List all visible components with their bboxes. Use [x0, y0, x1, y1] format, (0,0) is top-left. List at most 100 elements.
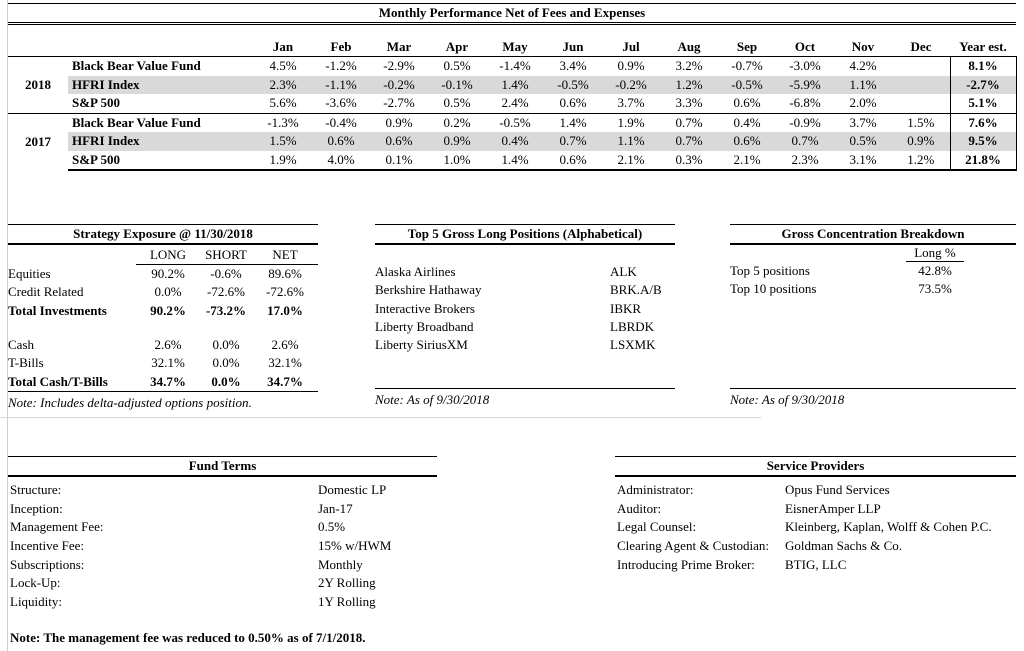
cell: 3.3%	[660, 94, 718, 114]
concentration-header-row: Long %	[730, 245, 1016, 262]
spacer-row	[8, 320, 318, 336]
management-fee-footnote: Note: The management fee was reduced to …	[10, 630, 366, 645]
cell: 0.0%	[212, 355, 240, 371]
cell: 0.7%	[675, 114, 703, 130]
position-name: Berkshire Hathaway	[375, 282, 482, 298]
series-label: Black Bear Value Fund	[72, 114, 201, 130]
list-item: Legal Counsel: Kleinberg, Kaplan, Wolff …	[615, 518, 1016, 537]
cell: -0.6%	[210, 266, 242, 282]
list-item: Liquidity: 1Y Rolling	[8, 593, 437, 612]
cell: 0.3%	[660, 150, 718, 171]
cell: 0.6%	[544, 150, 602, 171]
year-est-header: Year est.	[950, 37, 1016, 57]
list-item: Lock-Up: 2Y Rolling	[8, 574, 437, 593]
cell: 0.6%	[718, 132, 776, 151]
cell: 0.6%	[370, 132, 428, 151]
cell: -72.6%	[207, 284, 245, 300]
cell: 1.4%	[486, 75, 544, 94]
cell: -3.0%	[789, 58, 821, 74]
row-label: Top 5 positions	[730, 263, 810, 278]
provider-label: Legal Counsel:	[617, 519, 697, 535]
list-item: Interactive Brokers IBKR	[375, 300, 675, 318]
term-label: Lock-Up:	[10, 575, 61, 591]
provider-value: Opus Fund Services	[785, 482, 890, 497]
cell: 2.1%	[718, 150, 776, 171]
row-label: Equities	[8, 265, 51, 281]
cell: 0.5%	[428, 94, 486, 114]
month-header: Oct	[776, 37, 834, 57]
series-label: HFRI Index	[68, 132, 254, 151]
empty-header-cell	[8, 245, 136, 265]
cell: 34.7%	[252, 372, 318, 392]
cell: 0.6%	[312, 132, 370, 151]
position-name: Interactive Brokers	[375, 300, 475, 316]
cell: 0.9%	[892, 132, 950, 151]
cell: 2.3%	[776, 150, 834, 171]
month-header: Sep	[718, 37, 776, 57]
concentration-title: Gross Concentration Breakdown	[730, 224, 1016, 245]
term-label: Incentive Fee:	[10, 538, 84, 554]
cell: 0.9%	[385, 114, 413, 130]
column-header-net: NET	[252, 245, 318, 265]
cell: -1.2%	[325, 58, 357, 74]
cell: 0.6%	[544, 94, 602, 114]
list-item: Alaska Airlines ALK	[375, 263, 675, 281]
row-label: T-Bills	[8, 355, 44, 371]
table-row: T-Bills 32.1% 0.0% 32.1%	[8, 354, 318, 372]
position-ticker: LBRDK	[610, 318, 655, 334]
cell: 32.1%	[151, 355, 185, 371]
year-est-cell: 7.6%	[949, 113, 1017, 132]
cell: 32.1%	[268, 355, 302, 371]
table-row: Top 5 positions 42.8%	[730, 262, 1016, 280]
fund-terms-list: Structure: Domestic LP Inception: Jan-17…	[8, 481, 437, 612]
concentration-note: Note: As of 9/30/2018	[730, 392, 845, 407]
list-item: Subscriptions: Monthly	[8, 556, 437, 575]
cell: 2.0%	[834, 94, 892, 114]
cell: 0.9%	[428, 132, 486, 151]
provider-value: Kleinberg, Kaplan, Wolff & Cohen P.C.	[785, 519, 992, 535]
month-header: Jul	[602, 37, 660, 57]
list-item: Clearing Agent & Custodian: Goldman Sach…	[615, 537, 1016, 556]
position-ticker: ALK	[610, 264, 637, 279]
cell: 42.8%	[918, 263, 952, 278]
cell: 1.5%	[254, 132, 312, 151]
strategy-note: Note: Includes delta-adjusted options po…	[8, 394, 252, 410]
month-header: Jan	[254, 37, 312, 57]
cell: -6.8%	[776, 94, 834, 114]
strategy-exposure-section: Strategy Exposure @ 11/30/2018 LONG SHOR…	[8, 224, 318, 411]
cell: 3.7%	[849, 114, 877, 130]
cell: 1.1%	[834, 75, 892, 94]
list-item: Structure: Domestic LP	[8, 481, 437, 500]
cell: 90.2%	[151, 266, 185, 282]
term-label: Structure:	[10, 482, 62, 497]
position-name: Liberty Broadband	[375, 318, 474, 334]
row-label: Top 10 positions	[730, 281, 817, 297]
table-row: Top 10 positions 73.5%	[730, 280, 1016, 298]
cell: 0.5%	[834, 132, 892, 151]
empty-header-cell	[730, 245, 880, 262]
strategy-exposure-table: LONG SHORT NET Equities 90.2% -0.6% 89.6…	[8, 245, 318, 392]
series-label: S&P 500	[68, 94, 254, 114]
cell: 0.0%	[154, 284, 182, 300]
term-value: Domestic LP	[318, 482, 387, 497]
cell: -2.7%	[370, 94, 428, 114]
series-label: S&P 500	[68, 150, 254, 171]
provider-label: Clearing Agent & Custodian:	[617, 538, 770, 554]
cell: 4.5%	[269, 58, 297, 74]
table-row: HFRI Index 1.5% 0.6% 0.6% 0.9% 0.4% 0.7% 1.1% 0…	[8, 132, 1017, 151]
term-value: 15% w/HWM	[318, 538, 392, 554]
list-item: Administrator: Opus Fund Services	[615, 481, 1016, 500]
cell: -3.6%	[312, 94, 370, 114]
table-row: Cash 2.6% 0.0% 2.6%	[8, 336, 318, 354]
series-label: HFRI Index	[68, 75, 254, 94]
page-gridline-vertical	[7, 0, 8, 651]
cell: 2.4%	[486, 94, 544, 114]
cell: 0.7%	[660, 132, 718, 151]
service-providers-title: Service Providers	[615, 456, 1016, 477]
cell: 73.5%	[918, 281, 952, 297]
cell: -1.4%	[499, 58, 531, 74]
provider-label: Introducing Prime Broker:	[617, 556, 755, 572]
term-value: 1Y Rolling	[318, 594, 376, 610]
month-header-row: Jan Feb Mar Apr May Jun Jul Aug Sep Oct …	[8, 37, 1016, 57]
cell: -0.5%	[544, 75, 602, 94]
